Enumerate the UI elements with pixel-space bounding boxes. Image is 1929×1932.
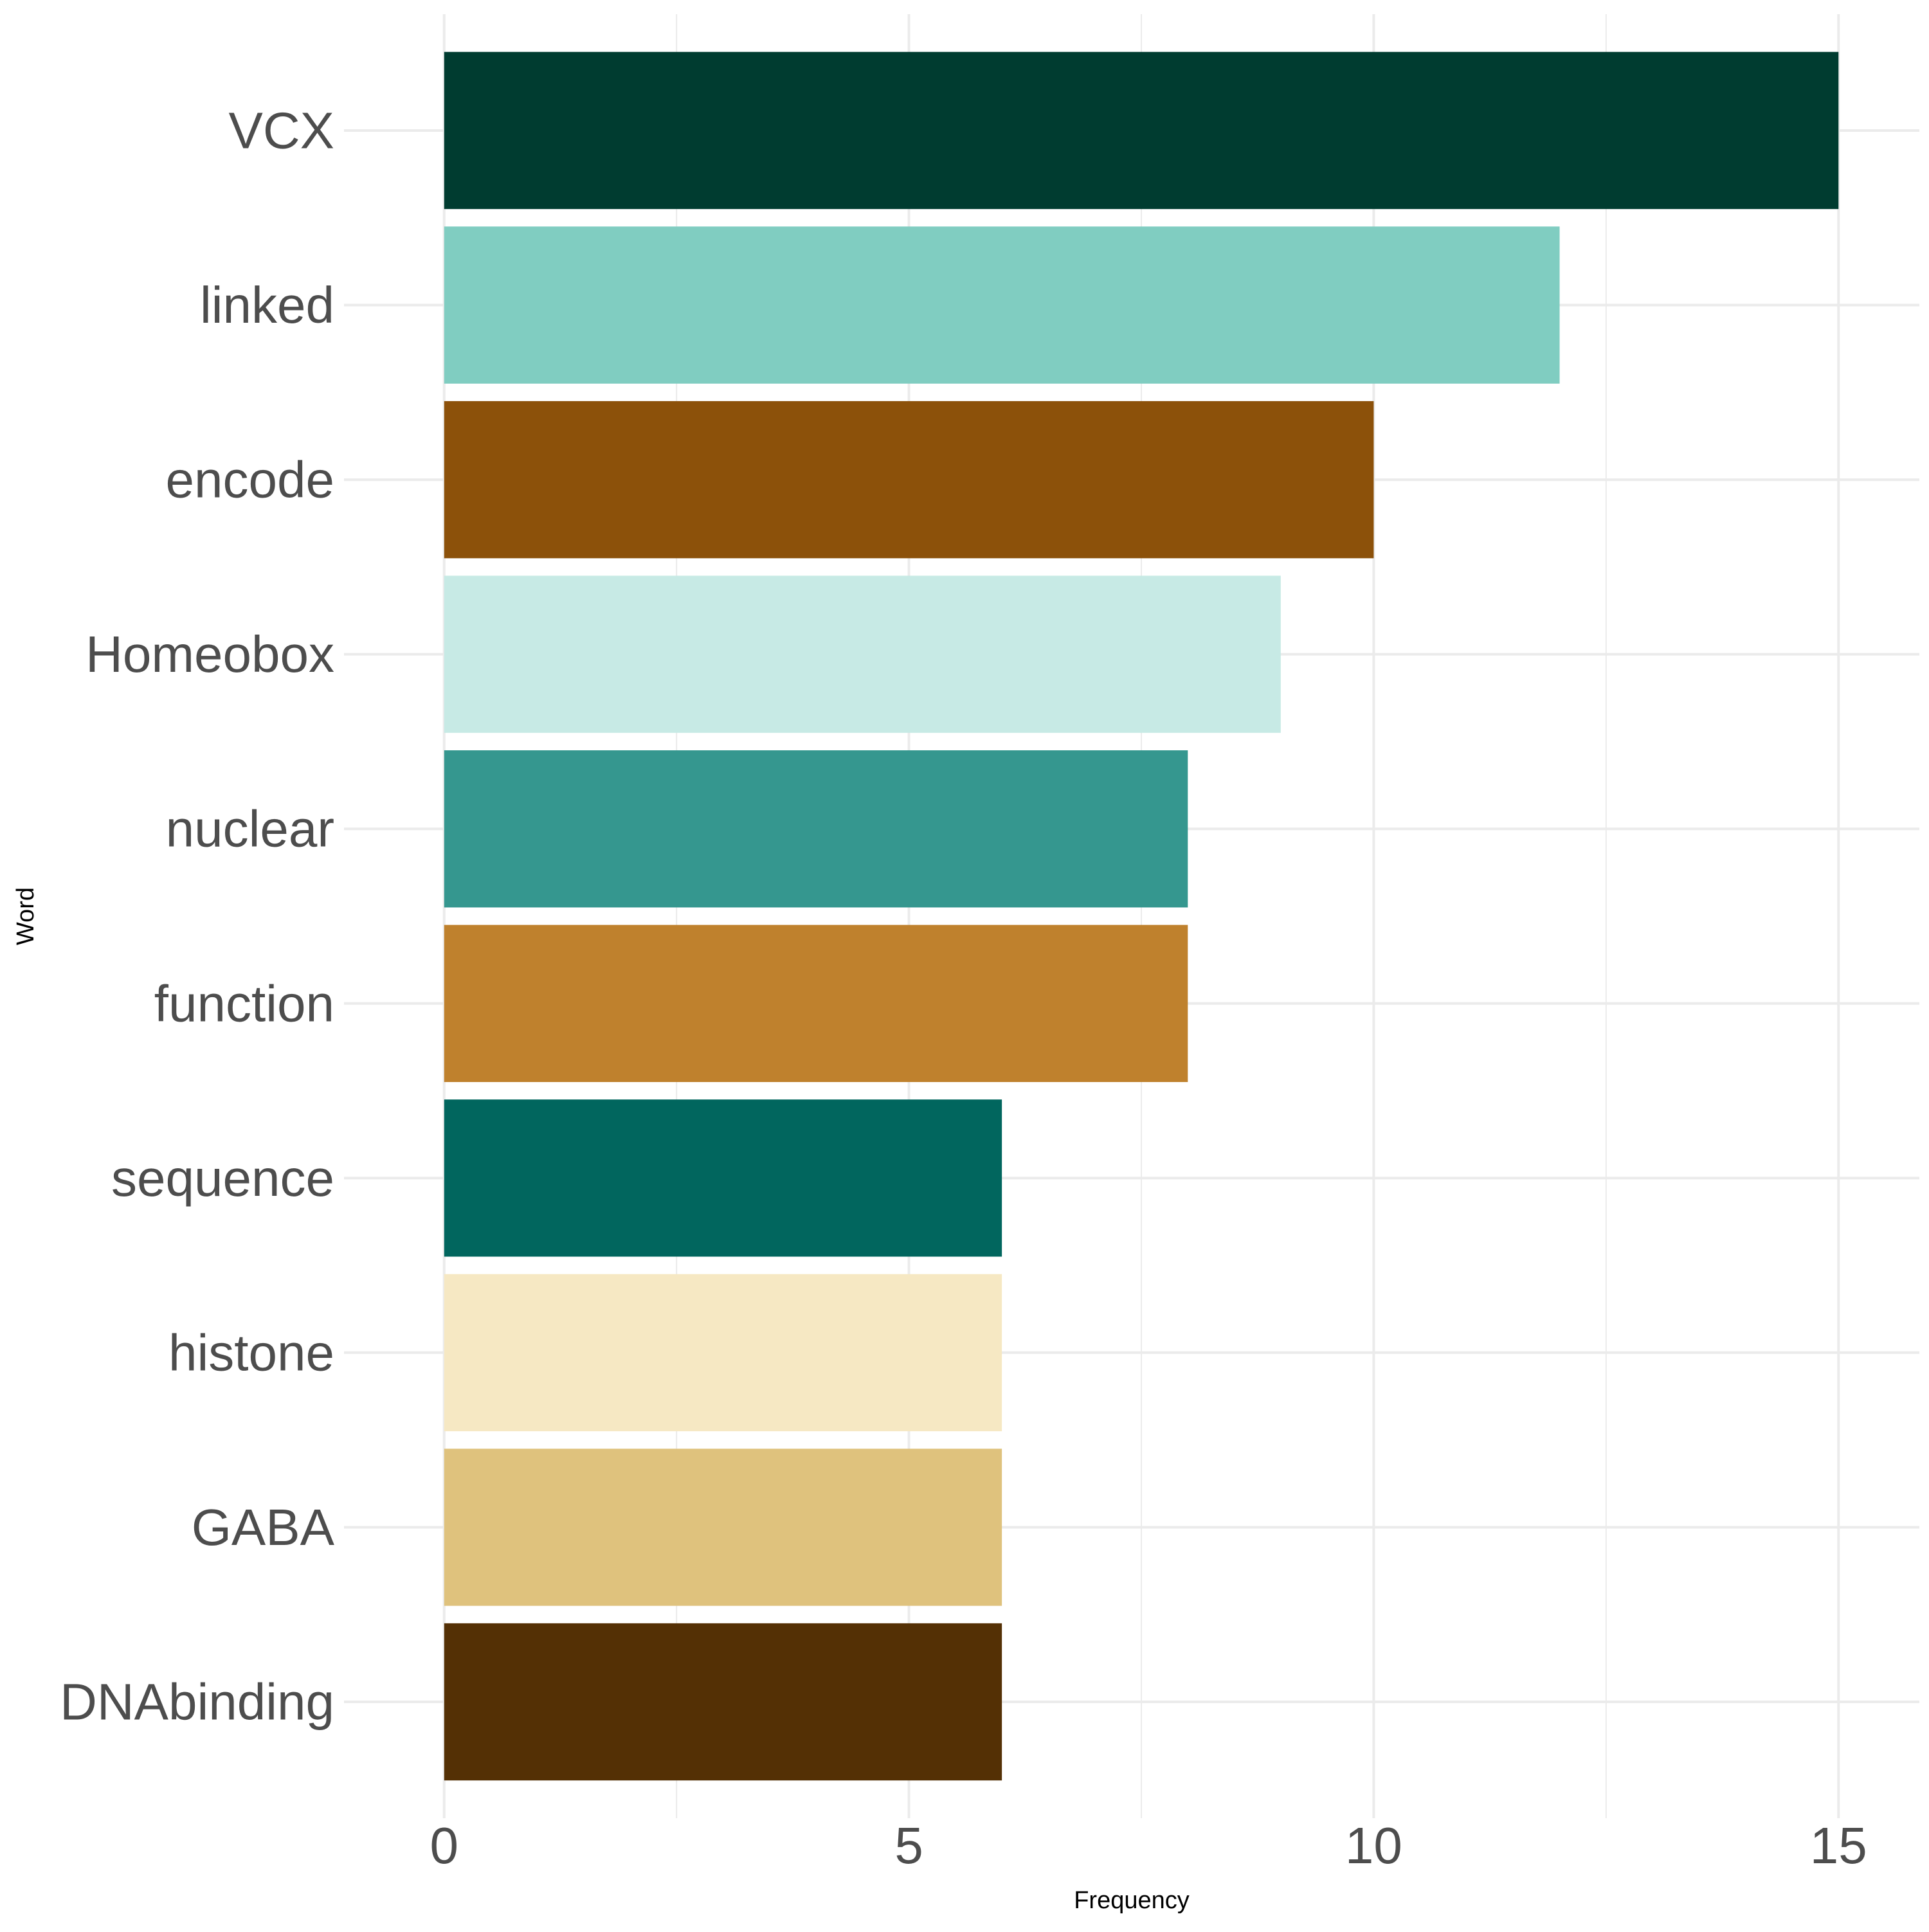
x-tick-label: 10 <box>1345 1817 1402 1874</box>
bar-homeobox <box>444 575 1281 733</box>
bar-vcx <box>444 51 1839 210</box>
y-tick-label: GABA <box>192 1499 335 1556</box>
y-tick-label: histone <box>168 1324 334 1381</box>
y-tick-label: nuclear <box>166 800 334 858</box>
x-tick-labels: 0 5 10 15 <box>430 1817 1867 1874</box>
y-tick-label: function <box>154 975 334 1032</box>
bar-linked <box>444 226 1560 384</box>
y-tick-label: linked <box>200 276 334 334</box>
bar-function <box>444 925 1188 1082</box>
bar-gaba <box>444 1449 1002 1606</box>
bar-sequence <box>444 1099 1002 1257</box>
y-tick-label: encode <box>166 451 334 509</box>
y-tick-label: Homeobox <box>86 626 334 683</box>
bars <box>444 51 1839 1781</box>
x-axis-title: Frequency <box>1074 1887 1190 1914</box>
bar-histone <box>444 1274 1002 1432</box>
x-tick-label: 5 <box>894 1817 923 1874</box>
x-tick-label: 15 <box>1810 1817 1867 1874</box>
bar-nuclear <box>444 750 1188 908</box>
y-axis-title: Word <box>12 887 39 945</box>
y-tick-label: sequence <box>111 1150 334 1207</box>
x-tick-label: 0 <box>430 1817 459 1874</box>
bar-encode <box>444 401 1374 559</box>
y-tick-label: VCX <box>229 102 335 159</box>
y-tick-label: DNAbinding <box>60 1674 334 1731</box>
y-tick-labels: VCX linked encode Homeobox nuclear function se… <box>60 102 335 1730</box>
bar-dnabinding <box>444 1623 1002 1781</box>
